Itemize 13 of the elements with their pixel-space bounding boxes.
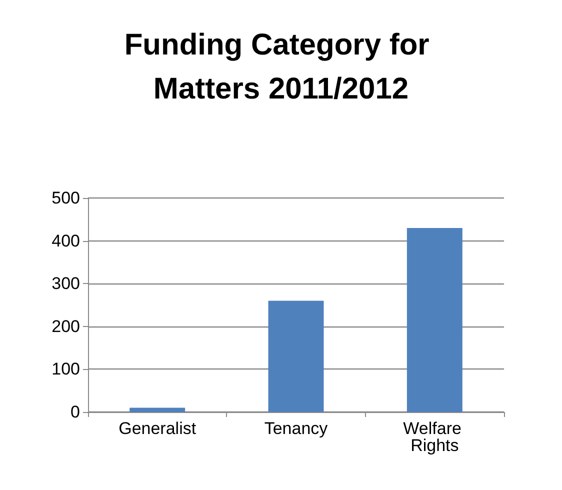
bar	[406, 228, 462, 412]
y-tick-label: 0	[70, 402, 80, 422]
bar	[130, 408, 186, 412]
chart-title: Funding Category for Matters 2011/2012	[124, 28, 438, 106]
x-tick-label: Tenancy	[264, 419, 328, 438]
y-tick-label: 500	[52, 188, 80, 208]
y-tick-label: 200	[52, 316, 80, 336]
y-tick-label: 400	[52, 231, 80, 250]
x-tick-label: Welfare Rights	[403, 419, 466, 455]
bar	[268, 300, 324, 412]
x-tick-label: Generalist	[118, 419, 196, 438]
y-tick-label: 100	[52, 360, 80, 379]
y-tick-label: 300	[52, 274, 80, 294]
